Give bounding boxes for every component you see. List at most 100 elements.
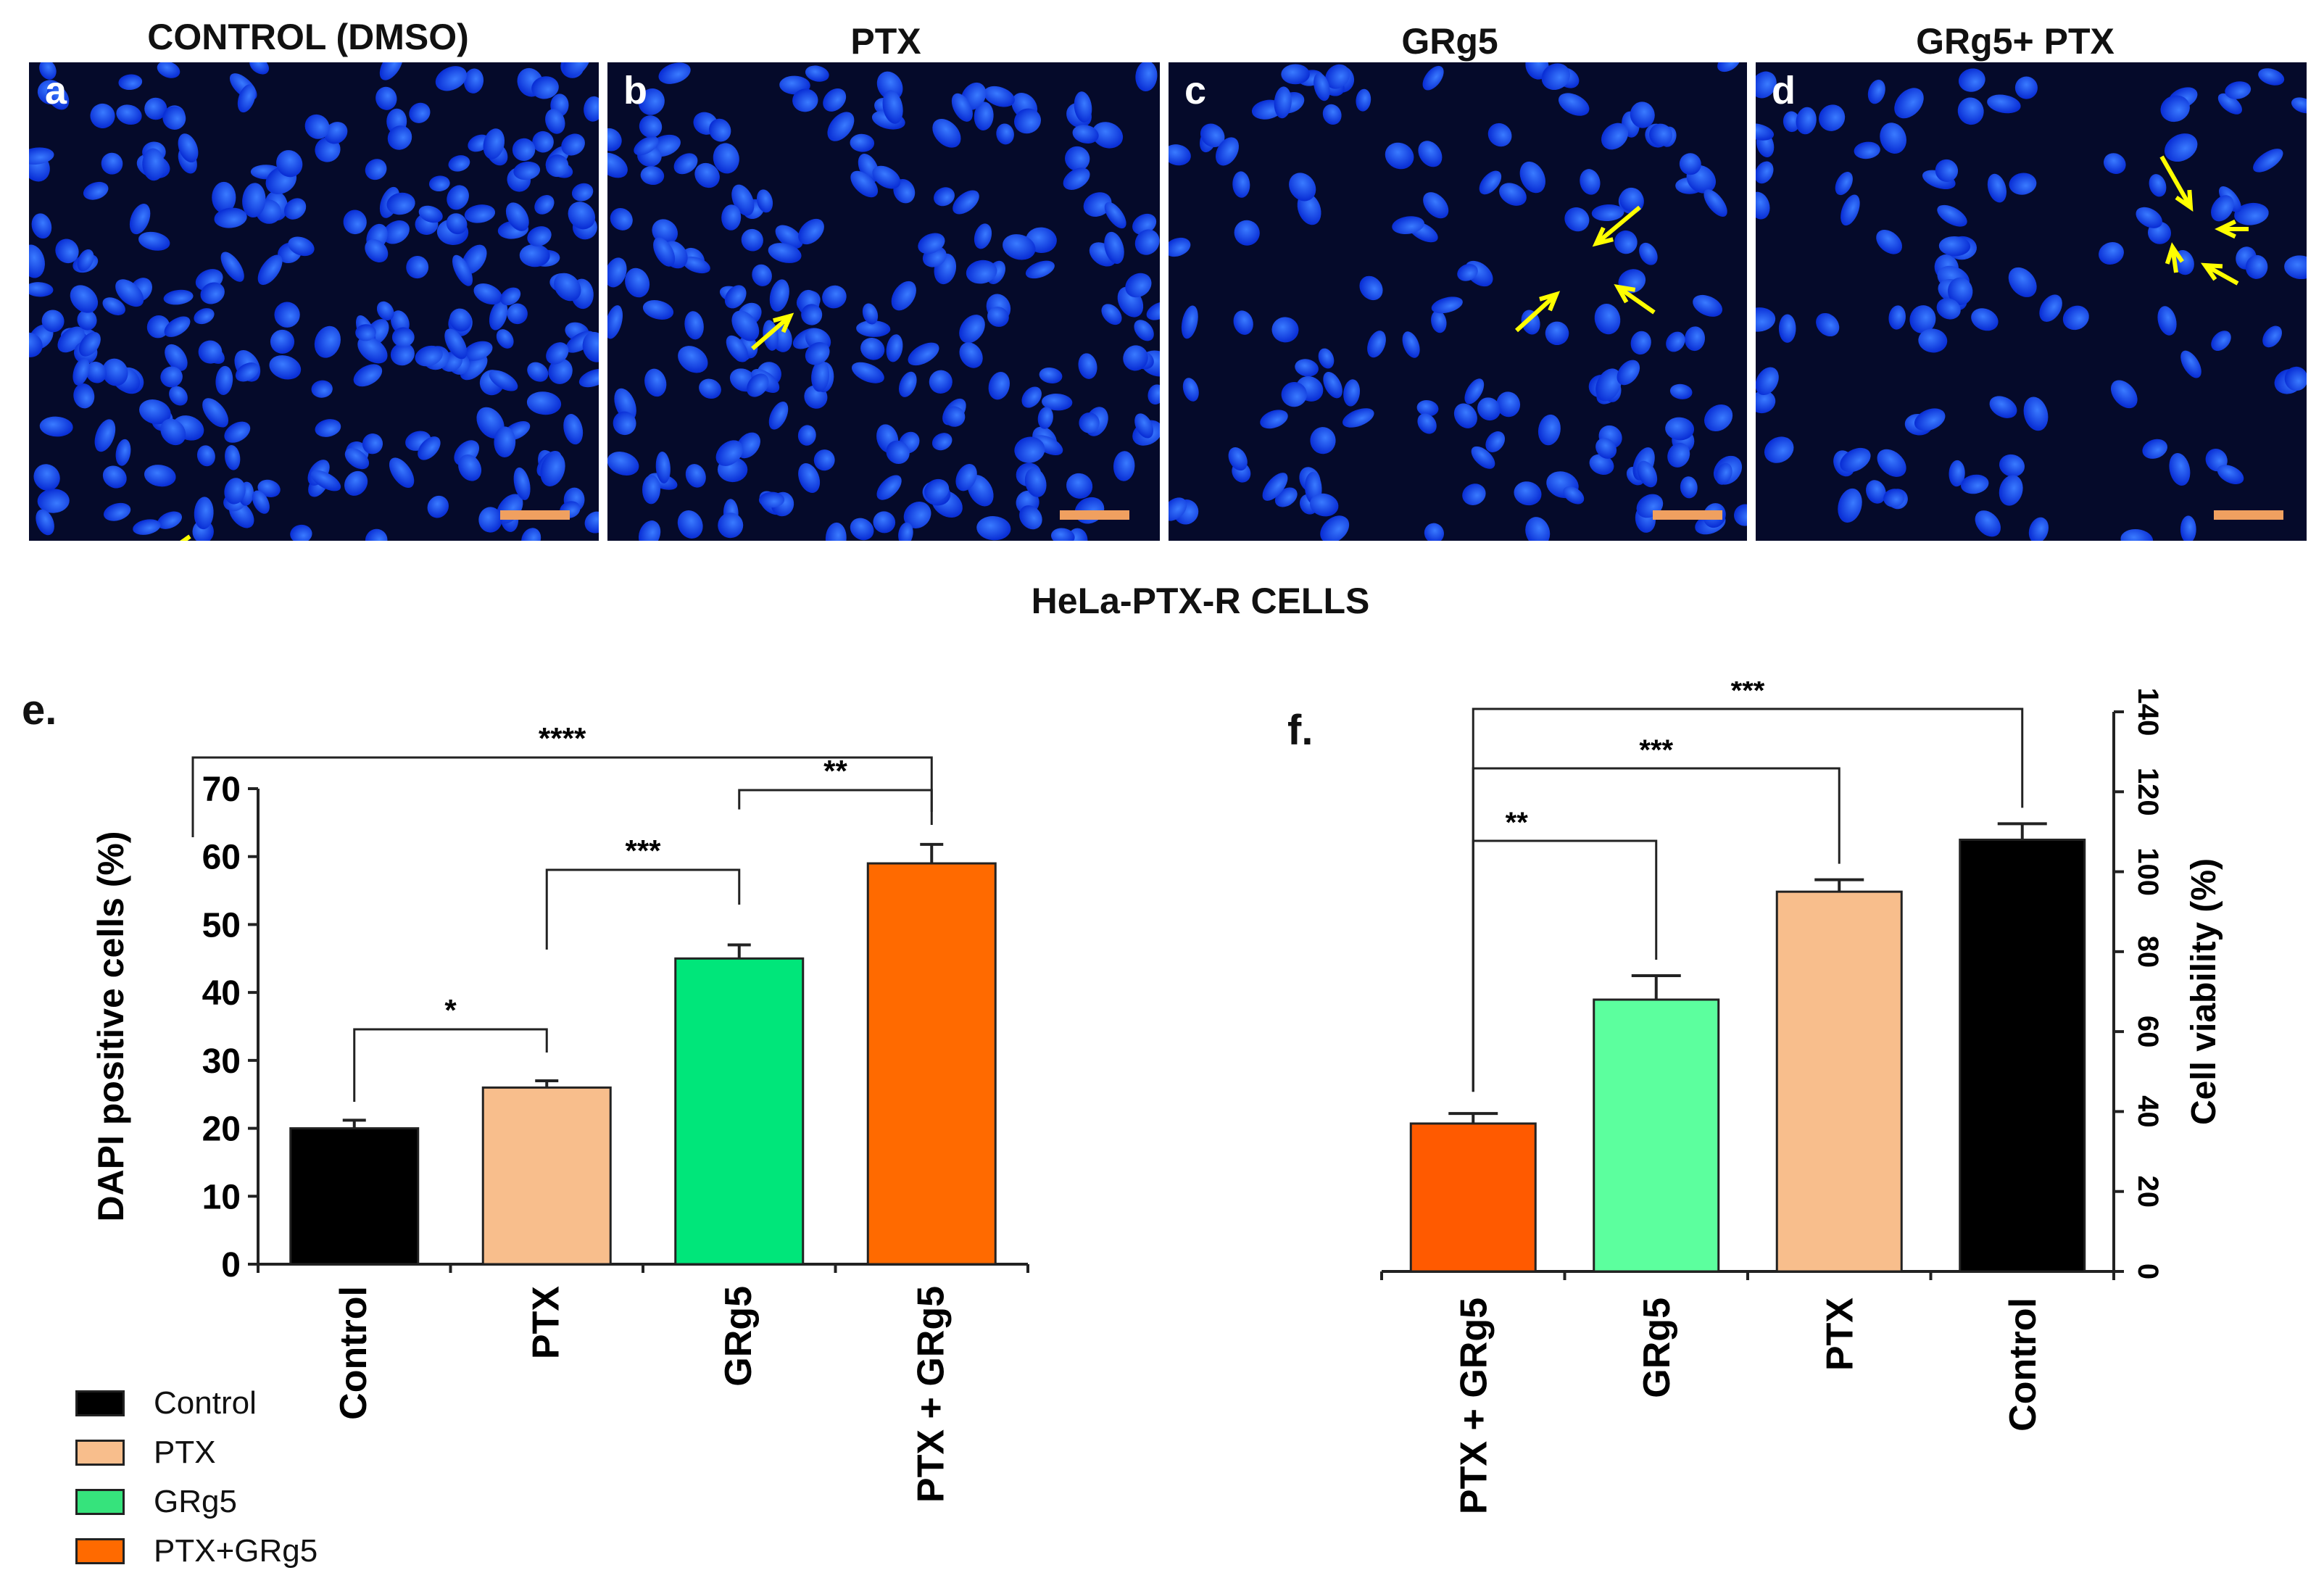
nucleus xyxy=(1514,481,1542,506)
nucleus xyxy=(898,371,917,397)
nucleus xyxy=(2217,93,2243,115)
nucleus xyxy=(1233,310,1253,335)
nucleus xyxy=(428,175,450,192)
nucleus xyxy=(1580,169,1601,195)
nucleus xyxy=(513,467,531,500)
y-tick-label: 20 xyxy=(202,1111,241,1149)
nucleus xyxy=(115,279,144,307)
nucleus xyxy=(1715,462,1732,485)
nucleus xyxy=(163,289,194,305)
nucleus xyxy=(283,198,307,220)
nucleus xyxy=(36,509,54,536)
nucleus xyxy=(1838,488,1862,523)
bar xyxy=(289,1127,420,1266)
nucleus xyxy=(418,205,443,223)
nucleus xyxy=(2225,81,2252,99)
significance-label: ** xyxy=(1506,807,1529,839)
nucleus xyxy=(584,96,599,122)
nucleus xyxy=(1717,62,1740,72)
nucleus xyxy=(202,398,229,428)
apoptosis-arrow-head xyxy=(2165,242,2184,265)
micrograph-a: a xyxy=(29,62,599,541)
nucleus xyxy=(133,519,161,535)
micrograph-c-nuclei xyxy=(1169,62,1747,541)
y-tick-label: 40 xyxy=(2132,1095,2164,1128)
nucleus xyxy=(822,285,847,309)
nucleus xyxy=(418,436,441,460)
significance-label: ** xyxy=(823,754,847,788)
bar xyxy=(1593,998,1720,1273)
nucleus xyxy=(449,308,472,332)
nucleus xyxy=(2217,465,2244,484)
nucleus xyxy=(311,470,341,491)
nucleus xyxy=(160,418,186,446)
nucleus xyxy=(29,244,45,278)
apoptosis-arrow-head xyxy=(2215,219,2236,239)
nucleus xyxy=(1101,304,1122,325)
nucleus xyxy=(1051,528,1075,541)
nucleus xyxy=(1014,108,1041,134)
nucleus xyxy=(1322,104,1342,125)
nucleus xyxy=(1289,173,1316,202)
nucleus xyxy=(1883,489,1905,507)
nucleus xyxy=(500,287,521,306)
y-tick-label: 140 xyxy=(2132,688,2164,736)
nucleus xyxy=(1519,161,1545,194)
significance-bracket xyxy=(353,1028,548,1102)
nucleus xyxy=(532,130,554,153)
nucleus xyxy=(721,204,742,231)
nucleus xyxy=(464,204,496,223)
nucleus xyxy=(1281,64,1310,85)
nucleus xyxy=(452,254,473,286)
nucleus xyxy=(447,185,469,210)
nucleus xyxy=(709,118,731,142)
nucleus xyxy=(379,62,403,80)
nucleus xyxy=(545,109,565,134)
nucleus xyxy=(876,475,902,500)
apoptosis-arrow-head xyxy=(1592,226,1614,247)
nucleus xyxy=(1960,474,1989,494)
nucleus xyxy=(1937,204,1967,227)
nucleus xyxy=(548,358,573,384)
nucleus xyxy=(1392,216,1424,234)
nucleus xyxy=(1558,93,1590,116)
nucleus xyxy=(1987,173,2006,203)
nucleus xyxy=(731,310,760,341)
nucleus xyxy=(684,311,704,340)
nucleus xyxy=(2104,153,2126,174)
x-tick-label: PTX + GRg5 xyxy=(1453,1298,1495,1514)
nucleus xyxy=(545,154,569,178)
apoptosis-arrow xyxy=(180,534,191,541)
nucleus xyxy=(212,181,236,214)
nucleus xyxy=(220,252,244,282)
nucleus xyxy=(642,475,661,505)
nucleus xyxy=(768,243,802,263)
nucleus xyxy=(1854,141,1880,159)
nucleus xyxy=(1385,142,1414,170)
nucleus xyxy=(157,62,180,78)
nucleus xyxy=(862,303,879,325)
nucleus xyxy=(406,256,429,279)
nucleus xyxy=(825,522,847,541)
nucleus xyxy=(33,464,60,491)
nucleus xyxy=(860,337,885,360)
nucleus xyxy=(101,152,123,175)
nucleus xyxy=(269,355,302,380)
micrograph-d: d xyxy=(1756,62,2307,541)
nucleus xyxy=(444,328,468,360)
y-tick-label: 60 xyxy=(202,839,241,877)
nucleus xyxy=(46,84,70,110)
bar xyxy=(866,862,997,1266)
nucleus xyxy=(489,300,508,331)
nucleus xyxy=(165,344,188,371)
nucleus xyxy=(144,465,176,487)
nucleus xyxy=(563,62,590,77)
nucleus xyxy=(1281,381,1307,407)
nucleus xyxy=(77,310,97,331)
nucleus xyxy=(1665,417,1695,441)
nucleus xyxy=(2262,325,2283,348)
nucleus xyxy=(365,239,389,262)
nucleus xyxy=(1987,94,2021,114)
nucleus xyxy=(1669,383,1693,399)
nucleus xyxy=(344,470,368,496)
